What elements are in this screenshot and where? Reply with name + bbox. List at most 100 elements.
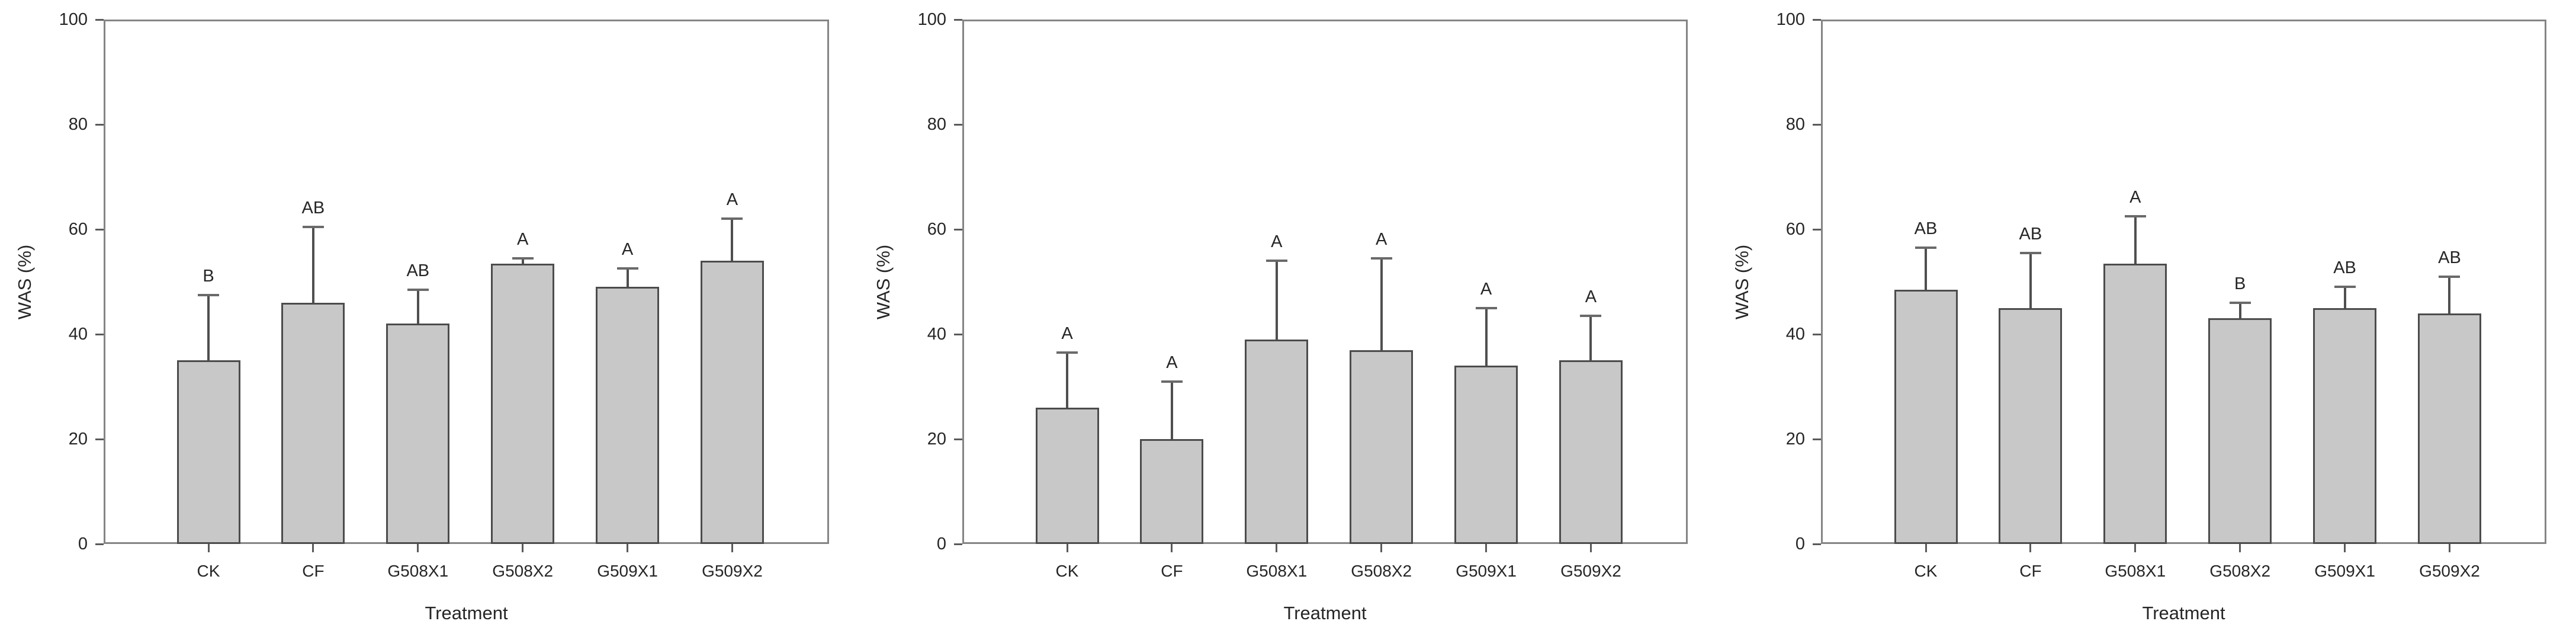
plot-frame	[1821, 20, 2546, 544]
x-axis-tick	[2344, 544, 2346, 552]
x-axis-category-label: CK	[1055, 562, 1079, 580]
error-bar-line	[1485, 308, 1488, 366]
error-bar-line	[626, 268, 629, 287]
bar-g509x2	[700, 261, 764, 544]
error-bar-line	[1066, 352, 1068, 408]
y-axis-tick-label: 0	[936, 534, 946, 553]
y-axis-title: WAS (%)	[1732, 244, 1752, 319]
x-axis-category-label: G509X1	[1456, 562, 1517, 580]
bar-g508x1	[2103, 263, 2167, 544]
x-axis-tick	[2239, 544, 2241, 552]
plot-frame	[104, 20, 829, 544]
error-bar-line	[521, 258, 524, 264]
x-axis-title: Treatment	[2142, 603, 2225, 623]
x-axis-tick	[1925, 544, 1927, 552]
x-axis-category-label: G508X1	[2105, 562, 2166, 580]
y-axis-tick	[954, 18, 962, 21]
error-bar-cap	[198, 293, 219, 296]
significance-letter: AB	[406, 261, 430, 280]
bar-g509x1	[2313, 308, 2377, 544]
x-axis-category-label: G509X1	[597, 562, 658, 580]
y-axis-tick	[95, 123, 104, 126]
y-axis-tick	[954, 438, 962, 440]
x-axis-title: Treatment	[425, 603, 508, 623]
significance-letter: A	[517, 229, 529, 249]
bar-cf	[1140, 439, 1204, 544]
error-bar-cap	[2019, 251, 2041, 254]
bar-g509x1	[1454, 366, 1518, 544]
y-axis-tick-label: 80	[68, 115, 88, 134]
significance-letter: A	[1585, 287, 1597, 307]
error-bar-line	[2343, 287, 2346, 308]
y-axis-tick	[95, 333, 104, 335]
error-bar-line	[1925, 247, 1927, 290]
x-axis-category-label: CK	[1914, 562, 1938, 580]
significance-letter: A	[1166, 353, 1178, 372]
x-axis-category-label: G509X2	[702, 562, 763, 580]
y-axis-tick-label: 20	[68, 430, 88, 449]
x-axis-tick	[2448, 544, 2450, 552]
x-axis-tick	[312, 544, 314, 552]
error-bar-line	[311, 226, 314, 303]
error-bar-cap	[2439, 275, 2461, 278]
x-axis-tick	[1066, 544, 1068, 552]
significance-letter: B	[203, 266, 214, 286]
error-bar-cap	[721, 217, 743, 220]
x-axis-tick	[207, 544, 210, 552]
bar-cf	[1999, 308, 2063, 544]
error-bar-line	[2238, 302, 2241, 319]
x-axis-category-label: G508X1	[1246, 562, 1308, 580]
significance-letter: A	[1271, 232, 1283, 252]
plot-frame	[962, 20, 1688, 544]
y-axis-tick-label: 60	[927, 220, 946, 239]
x-axis-category-label: G509X1	[2314, 562, 2375, 580]
x-axis-category-label: G509X2	[1560, 562, 1621, 580]
error-bar-cap	[1475, 306, 1497, 309]
x-axis-tick	[1276, 544, 1278, 552]
significance-letter: B	[2234, 274, 2246, 293]
y-axis-tick	[95, 543, 104, 545]
x-axis-tick	[1380, 544, 1383, 552]
error-bar-cap	[1265, 260, 1287, 263]
y-axis-title: WAS (%)	[14, 244, 35, 319]
significance-letter: A	[1376, 229, 1387, 249]
y-axis-tick-label: 40	[68, 325, 88, 344]
significance-letter: A	[1480, 279, 1492, 299]
y-axis-tick	[1813, 18, 1821, 21]
x-axis-tick	[417, 544, 419, 552]
y-axis-tick	[1813, 228, 1821, 231]
x-axis-tick	[731, 544, 733, 552]
significance-letter: A	[621, 240, 634, 260]
y-axis-tick-label: 60	[68, 220, 88, 239]
bar-g508x2	[1350, 350, 1414, 544]
x-axis-tick	[1589, 544, 1592, 552]
y-axis-tick-label: 100	[59, 10, 88, 29]
y-axis-tick-label: 0	[78, 534, 88, 553]
bar-g508x1	[1245, 339, 1309, 544]
y-axis-tick-label: 20	[1785, 430, 1805, 449]
y-axis-tick	[954, 228, 962, 231]
bar-ck	[1894, 289, 1958, 544]
error-bar-line	[1380, 258, 1383, 350]
bar-ck	[176, 360, 240, 544]
y-axis-tick	[1813, 543, 1821, 545]
significance-letter: AB	[301, 198, 325, 217]
significance-letter: AB	[2438, 248, 2461, 267]
y-axis-tick	[95, 438, 104, 440]
y-axis-tick-label: 80	[927, 115, 946, 134]
x-axis-tick	[1171, 544, 1173, 552]
x-axis-category-label: G509X2	[2419, 562, 2480, 580]
y-axis-tick	[95, 18, 104, 21]
significance-letter: A	[726, 190, 738, 210]
y-axis-tick-label: 40	[1785, 325, 1805, 344]
error-bar-line	[1589, 316, 1592, 361]
bar-g509x2	[2417, 313, 2481, 544]
error-bar-cap	[1056, 351, 1078, 354]
error-bar-cap	[2124, 215, 2146, 217]
error-bar-cap	[616, 267, 638, 270]
x-axis-category-label: CF	[302, 562, 325, 580]
bar-g508x1	[386, 324, 450, 544]
y-axis-tick-label: 100	[1776, 10, 1805, 29]
y-axis-tick	[1813, 123, 1821, 126]
error-bar-line	[207, 295, 210, 361]
